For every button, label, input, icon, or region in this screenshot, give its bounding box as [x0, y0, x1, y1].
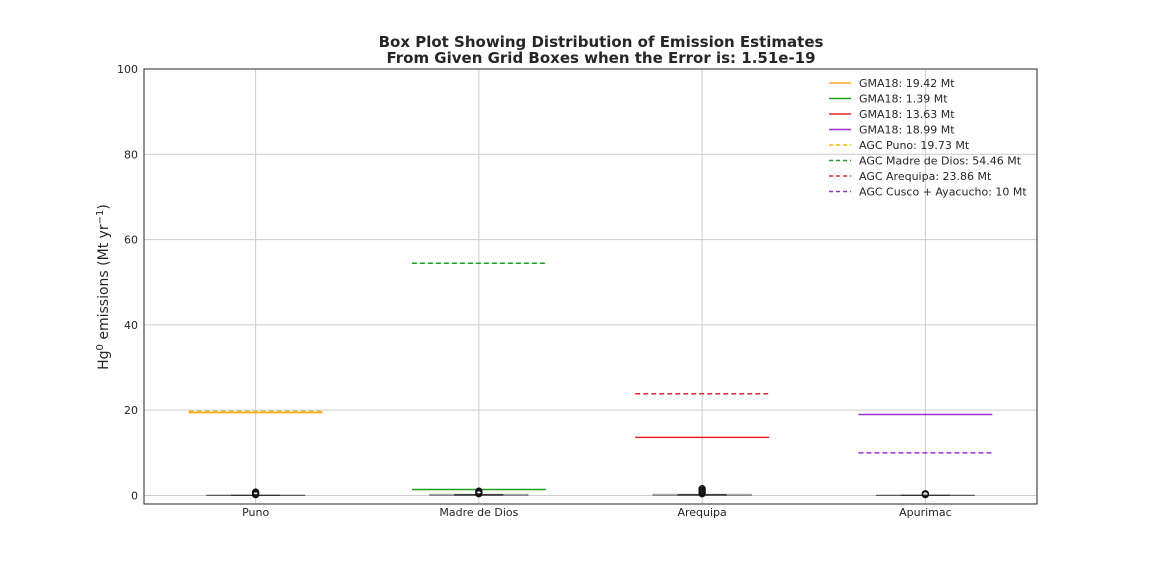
x-tick-label: Apurimac	[899, 506, 952, 519]
y-tick-labels: 0 20 40 60 80 100	[117, 63, 138, 502]
plot-frame	[143, 68, 1038, 505]
y-label-base: Hg	[96, 350, 112, 369]
legend-label: GMA18: 1.39 Mt	[859, 93, 948, 106]
y-tick-label: 40	[124, 319, 138, 332]
x-tick-label: Arequipa	[677, 506, 726, 519]
x-tick-label: Madre de Dios	[439, 506, 518, 519]
legend-label: AGC Puno: 19.73 Mt	[859, 139, 970, 152]
legend-label: AGC Madre de Dios: 54.46 Mt	[859, 155, 1022, 168]
chart-title: Box Plot Showing Distribution of Emissio…	[379, 33, 824, 51]
y-tick-label: 100	[117, 63, 138, 76]
box-outlier	[921, 490, 930, 498]
legend-label: AGC Arequipa: 23.86 Mt	[859, 170, 992, 183]
x-tick-labels: Puno Madre de Dios Arequipa Apurimac	[242, 506, 952, 519]
y-tick-label: 20	[124, 404, 138, 417]
grid-lines	[144, 68, 1037, 504]
y-axis-label: Hg0 emissions (Mt yr−1)	[95, 204, 113, 370]
box-outlier	[251, 488, 260, 496]
y-tick-label: 0	[131, 489, 138, 502]
box-outlier	[475, 487, 483, 495]
legend-label: GMA18: 19.42 Mt	[859, 77, 955, 90]
legend-label: GMA18: 13.63 Mt	[859, 108, 955, 121]
boxes	[206, 484, 975, 499]
legend: GMA18: 19.42 Mt GMA18: 1.39 Mt GMA18: 13.6…	[829, 77, 1027, 199]
chart-subtitle: From Given Grid Boxes when the Error is:…	[386, 49, 815, 67]
y-label-close: )	[96, 204, 112, 209]
y-tick-label: 60	[124, 234, 138, 247]
y-tick-label: 80	[124, 148, 138, 161]
x-tick-label: Puno	[242, 506, 269, 519]
legend-label: AGC Cusco + Ayacucho: 10 Mt	[859, 186, 1027, 199]
y-label-unit-sup: −1	[95, 210, 106, 225]
reference-lines	[188, 262, 993, 491]
y-label-rest: emissions (Mt yr	[96, 224, 112, 344]
legend-label: GMA18: 18.99 Mt	[859, 124, 955, 137]
box-outlier	[698, 484, 706, 493]
y-label-sup: 0	[95, 344, 106, 350]
